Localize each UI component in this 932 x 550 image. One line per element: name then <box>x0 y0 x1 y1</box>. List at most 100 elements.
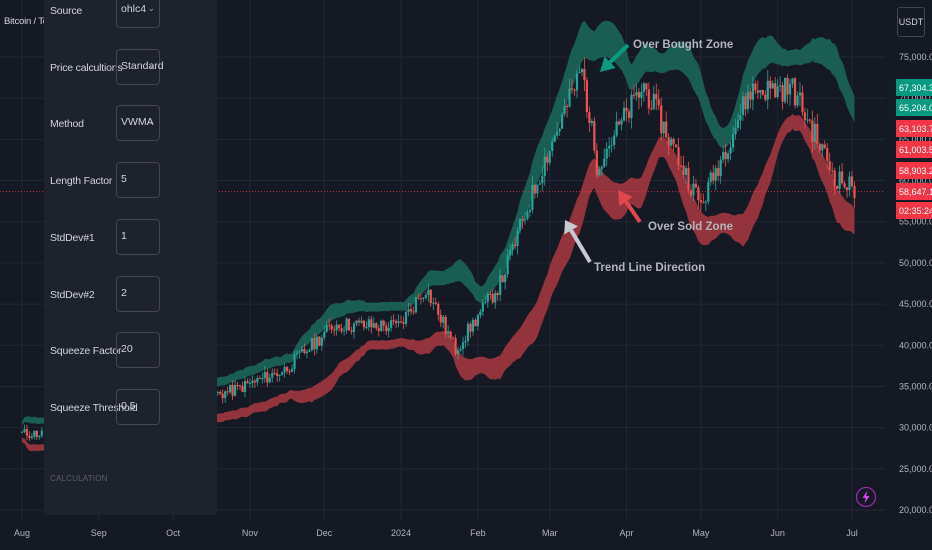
candle-body <box>813 123 816 142</box>
candle-body <box>776 86 779 98</box>
candle-body <box>704 201 707 203</box>
price-tick-label: 25,000.00 <box>899 464 932 474</box>
price-label-badge <box>896 120 932 137</box>
price-tick-label: 70,000.00 <box>899 93 932 103</box>
candle-body <box>375 323 378 329</box>
candle-body <box>303 349 306 354</box>
candle-body <box>233 385 237 396</box>
time-tick-label: Dec <box>316 528 333 538</box>
price-label-text: 02:35:24 <box>899 206 932 216</box>
candle-body <box>751 83 754 100</box>
time-tick-label: Jun <box>770 528 785 538</box>
annotation-label: Trend Line Direction <box>594 262 705 274</box>
candle-body <box>236 385 239 387</box>
setting-label: Method <box>50 118 84 130</box>
candle-body <box>625 107 628 112</box>
setting-label: Length Factor <box>50 175 113 187</box>
candle-body <box>350 330 353 332</box>
price-tick-label: 20,000.00 <box>899 505 932 515</box>
candle-body <box>276 373 279 376</box>
candle-body <box>583 68 586 81</box>
candle-body <box>833 170 836 187</box>
lightning-icon[interactable] <box>855 486 877 508</box>
candle-body <box>241 385 244 393</box>
candle-body <box>764 94 767 100</box>
candle-body <box>429 289 432 304</box>
candle-body <box>632 94 636 96</box>
candle-body <box>479 311 482 316</box>
candle-body <box>585 80 588 113</box>
candle-body <box>370 319 373 328</box>
candle-body <box>615 121 618 136</box>
candle-body <box>471 319 475 332</box>
setting-select[interactable]: Standard ⌄ <box>116 49 164 85</box>
price-tick-label: 65,000.00 <box>899 134 932 144</box>
setting-input[interactable]: 0.5 <box>116 389 160 425</box>
candle-body <box>469 323 472 332</box>
candle-body <box>523 219 527 221</box>
setting-input[interactable]: 5 <box>116 162 160 198</box>
candle-body <box>595 150 598 176</box>
candle-body <box>670 139 673 146</box>
setting-input[interactable]: 2 <box>116 276 160 312</box>
candle-body <box>590 121 593 124</box>
annotation-arrow-shaft <box>569 229 592 264</box>
time-tick-label: Jul <box>846 528 858 538</box>
setting-value: 20 <box>121 343 133 355</box>
candle-body <box>456 350 460 354</box>
setting-input[interactable]: 1 <box>116 219 160 255</box>
candle-body <box>290 368 294 372</box>
candle-body <box>271 372 274 378</box>
candle-body <box>323 331 326 338</box>
candle-body <box>657 99 660 106</box>
candle-body <box>412 311 415 313</box>
candle-body <box>501 275 504 283</box>
candle-body <box>724 152 727 160</box>
candle-body <box>746 91 750 110</box>
time-axis[interactable]: Aug Sep Oct Nov Dec 2024 Feb Mar Apr May Jun Jul <box>0 520 885 550</box>
candle-body <box>722 152 725 160</box>
candle-body <box>288 371 291 373</box>
price-label-text: 67,304.35 <box>899 83 932 93</box>
candle-body <box>404 311 408 324</box>
time-tick-label: Feb <box>470 528 486 538</box>
candle-body <box>811 120 814 142</box>
chevron-down-icon: ⌄ <box>147 116 155 126</box>
candle-body <box>261 377 264 379</box>
candle-body <box>689 190 693 196</box>
time-tick-label: Aug <box>14 528 30 538</box>
candle-body <box>575 73 579 91</box>
annotation-arrow-head <box>618 190 633 207</box>
candle-body <box>786 77 789 95</box>
candle-body <box>313 337 316 350</box>
candle-body <box>397 321 400 324</box>
candle-body <box>402 322 405 324</box>
price-tick-label: 45,000.00 <box>899 299 932 309</box>
candle-body <box>481 302 484 312</box>
candle-body <box>238 385 242 387</box>
candle-body <box>447 331 450 334</box>
setting-select[interactable]: VWMA ⌄ <box>116 105 160 141</box>
candle-body <box>561 114 564 129</box>
candle-body <box>243 381 247 393</box>
candle-body <box>608 145 611 149</box>
candle-body <box>424 295 427 298</box>
candle-body <box>798 92 802 96</box>
setting-select[interactable]: ohlc4 ⌄ <box>116 0 160 28</box>
currency-button[interactable]: USDT <box>897 7 925 37</box>
candle-body <box>826 148 829 161</box>
candle-body <box>759 90 762 93</box>
candle-body <box>734 127 737 135</box>
candle-body <box>766 80 769 100</box>
candle-body <box>848 176 851 191</box>
candle-body <box>295 352 299 355</box>
setting-input[interactable]: 20 <box>116 332 160 368</box>
candle-body <box>385 325 388 331</box>
price-label-badge <box>896 183 932 200</box>
candle-body <box>340 328 343 332</box>
candle-body <box>699 200 702 203</box>
candle-body <box>305 351 309 354</box>
annotation-label: Over Bought Zone <box>633 39 733 51</box>
candle-body <box>823 144 826 149</box>
